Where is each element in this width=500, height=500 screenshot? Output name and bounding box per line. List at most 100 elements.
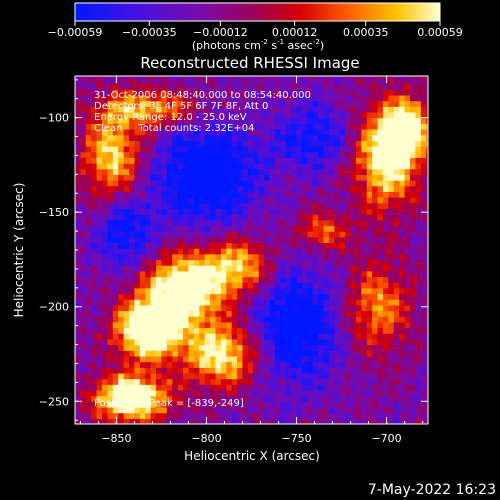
heatmap-cell (156, 401, 163, 408)
heatmap-cell (404, 145, 411, 153)
heatmap-cell (312, 77, 319, 85)
heatmap-cell (139, 111, 146, 119)
heatmap-cell (91, 253, 98, 261)
heatmap-cell (426, 344, 428, 351)
heatmap-cell (237, 202, 244, 209)
heatmap-cell (285, 225, 292, 232)
heatmap-cell (404, 401, 411, 408)
heatmap-cell (361, 321, 368, 329)
heatmap-cell (399, 111, 406, 119)
heatmap-cell (258, 327, 265, 334)
heatmap-cell (139, 276, 146, 283)
heatmap-cell (409, 282, 416, 289)
heatmap-cell (183, 236, 190, 244)
heatmap-cell (426, 304, 428, 312)
heatmap-cell (415, 310, 422, 317)
heatmap-cell (118, 151, 125, 158)
heatmap-cell (123, 94, 130, 102)
heatmap-cell (161, 248, 168, 255)
heatmap-cell (312, 219, 319, 227)
heatmap-cell (361, 219, 368, 227)
heatmap-cell (204, 299, 211, 306)
heatmap-cell (139, 77, 146, 85)
heatmap-cell (96, 180, 103, 187)
heatmap-cell (388, 406, 395, 414)
heatmap-cell (188, 372, 195, 380)
heatmap-cell (420, 94, 427, 102)
heatmap-cell (215, 197, 222, 204)
heatmap-cell (134, 412, 141, 419)
heatmap-cell (75, 185, 81, 192)
heatmap-cell (372, 140, 379, 147)
heatmap-cell (307, 236, 314, 244)
heatmap-cell (350, 157, 357, 164)
heatmap-cell (399, 168, 406, 175)
heatmap-cell (339, 310, 346, 317)
heatmap-cell (220, 418, 227, 424)
heatmap-cell (420, 344, 427, 351)
heatmap-cell (215, 389, 222, 397)
heatmap-cell (91, 299, 98, 306)
heatmap-cell (156, 128, 163, 136)
heatmap-cell (80, 168, 87, 175)
heatmap-cell (172, 367, 179, 374)
heatmap-cell (85, 94, 92, 102)
heatmap-cell (258, 367, 265, 374)
heatmap-cell (409, 310, 416, 317)
heatmap-cell (258, 219, 265, 227)
heatmap-cell (258, 259, 265, 266)
heatmap-cell (366, 236, 373, 244)
heatmap-cell (264, 276, 271, 283)
heatmap-cell (301, 276, 308, 283)
heatmap-cell (75, 94, 81, 102)
heatmap-cell (188, 111, 195, 119)
heatmap-cell (312, 202, 319, 209)
heatmap-cell (269, 384, 276, 391)
heatmap-cell (399, 361, 406, 368)
heatmap-cell (328, 77, 335, 85)
heatmap-cell (296, 418, 303, 424)
heatmap-cell (183, 270, 190, 278)
heatmap-cell (188, 395, 195, 402)
heatmap-cell (161, 140, 168, 147)
heatmap-cell (247, 333, 254, 340)
heatmap-cell (355, 214, 362, 221)
heatmap-cell (301, 214, 308, 221)
heatmap-cell (409, 327, 416, 334)
heatmap-cell (355, 174, 362, 181)
heatmap-cell (339, 293, 346, 300)
heatmap-cell (328, 327, 335, 334)
heatmap-cell (285, 304, 292, 312)
heatmap-cell (426, 367, 428, 374)
heatmap-cell (382, 197, 389, 204)
heatmap-cell (242, 355, 249, 363)
heatmap-cell (172, 287, 179, 295)
heatmap-cell (247, 282, 254, 289)
heatmap-cell (274, 77, 281, 85)
heatmap-cell (134, 389, 141, 397)
heatmap-cell (85, 259, 92, 266)
heatmap-cell (183, 412, 190, 419)
heatmap-cell (199, 384, 206, 391)
heatmap-cell (404, 367, 411, 374)
heatmap-cell (388, 214, 395, 221)
heatmap-cell (382, 140, 389, 147)
heatmap-cell (264, 100, 271, 107)
heatmap-cell (156, 270, 163, 278)
heatmap-cell (129, 202, 136, 209)
heatmap-cell (323, 106, 330, 113)
heatmap-cell (231, 293, 238, 300)
heatmap-cell (280, 163, 287, 170)
heatmap-cell (350, 372, 357, 380)
heatmap-cell (112, 123, 119, 130)
heatmap-cell (377, 327, 384, 334)
heatmap-cell (264, 361, 271, 368)
heatmap-cell (339, 355, 346, 363)
heatmap-cell (231, 276, 238, 283)
heatmap-cell (80, 287, 87, 295)
heatmap-cell (231, 163, 238, 170)
heatmap-cell (334, 242, 341, 249)
heatmap-cell (172, 77, 179, 85)
heatmap-cell (145, 123, 152, 130)
heatmap-cell (172, 89, 179, 96)
